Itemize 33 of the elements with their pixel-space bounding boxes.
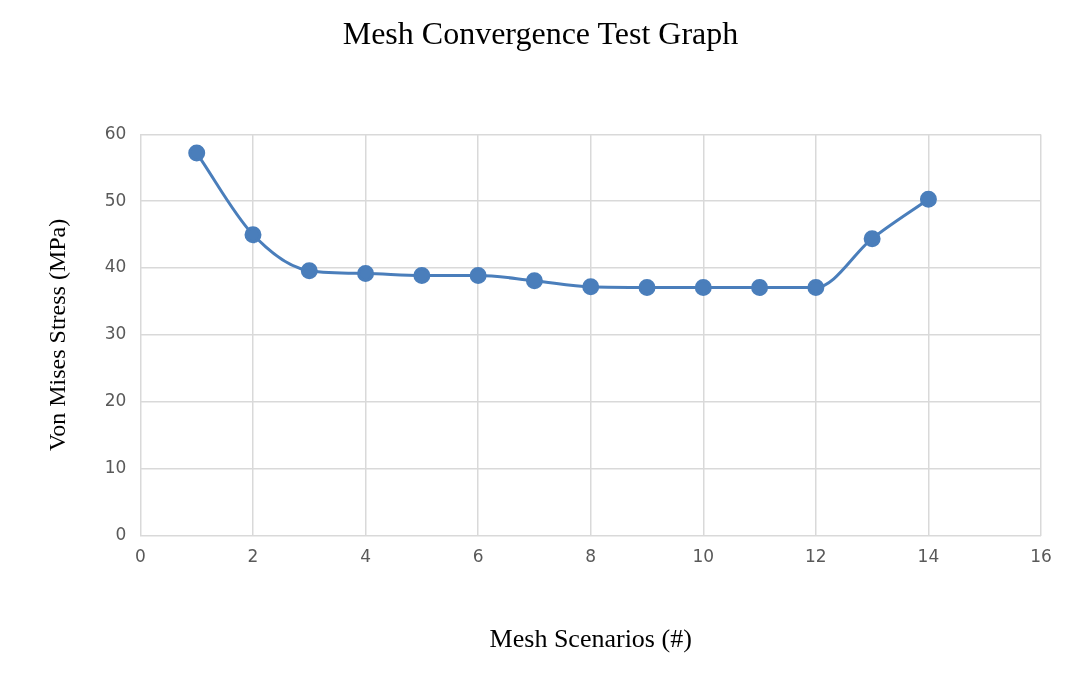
x-tick-label: 6 <box>472 546 484 567</box>
y-tick-label: 40 <box>104 256 127 277</box>
point <box>694 278 712 296</box>
y-tick-label: 50 <box>104 189 127 210</box>
point <box>244 226 262 244</box>
point <box>919 190 937 208</box>
point <box>188 144 206 162</box>
point <box>413 266 431 284</box>
y-tick-label: 20 <box>104 390 127 411</box>
y-tick-label: 30 <box>104 323 127 344</box>
y-tick-label: 60 <box>104 122 127 143</box>
y-tick-label: 10 <box>104 456 127 477</box>
point <box>357 264 375 282</box>
x-tick-label: 4 <box>360 546 371 567</box>
x-tick-label: 14 <box>917 546 940 567</box>
x-tick-label: 16 <box>1030 546 1052 567</box>
y-tick-label: 0 <box>115 523 127 544</box>
point <box>863 230 881 248</box>
point <box>525 272 543 290</box>
point <box>469 266 487 284</box>
chart-title: Mesh Convergence Test Graph <box>342 14 739 51</box>
point <box>300 262 318 280</box>
x-tick-label: 0 <box>135 546 146 567</box>
y-axis-title: Von Mises Stress (MPa) <box>43 218 70 452</box>
point <box>582 278 600 296</box>
x-tick-label: 2 <box>247 546 259 567</box>
point <box>807 278 825 296</box>
x-tick-label: 12 <box>805 546 827 567</box>
point <box>638 278 656 296</box>
x-axis-title: Mesh Scenarios (#) <box>489 624 692 654</box>
point <box>751 278 769 296</box>
x-tick-label: 10 <box>692 546 715 567</box>
x-tick-label: 8 <box>585 546 597 567</box>
